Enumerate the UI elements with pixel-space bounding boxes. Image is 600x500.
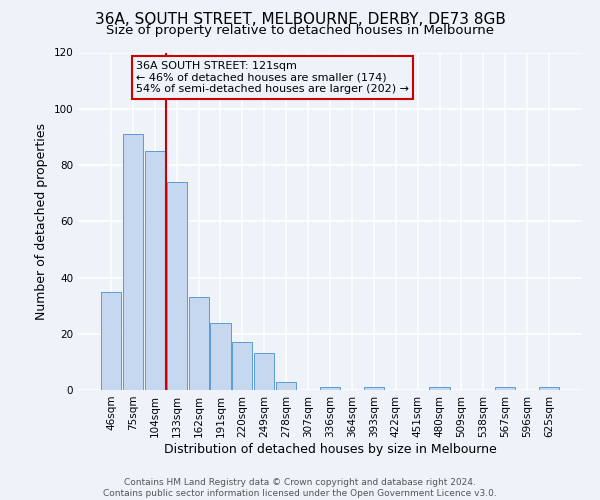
Bar	[254, 354, 274, 390]
Bar	[167, 182, 187, 390]
Bar	[364, 387, 384, 390]
Bar	[276, 382, 296, 390]
Bar	[232, 342, 253, 390]
Y-axis label: Number of detached properties: Number of detached properties	[35, 122, 48, 320]
Text: 36A SOUTH STREET: 121sqm
← 46% of detached houses are smaller (174)
54% of semi-: 36A SOUTH STREET: 121sqm ← 46% of detach…	[136, 61, 409, 94]
Bar	[188, 297, 209, 390]
Bar	[123, 134, 143, 390]
X-axis label: Distribution of detached houses by size in Melbourne: Distribution of detached houses by size …	[164, 442, 496, 456]
Bar	[430, 387, 449, 390]
Text: 36A, SOUTH STREET, MELBOURNE, DERBY, DE73 8GB: 36A, SOUTH STREET, MELBOURNE, DERBY, DE7…	[95, 12, 505, 28]
Bar	[320, 387, 340, 390]
Bar	[101, 292, 121, 390]
Bar	[539, 387, 559, 390]
Text: Contains HM Land Registry data © Crown copyright and database right 2024.
Contai: Contains HM Land Registry data © Crown c…	[103, 478, 497, 498]
Bar	[211, 322, 230, 390]
Bar	[495, 387, 515, 390]
Bar	[145, 151, 165, 390]
Text: Size of property relative to detached houses in Melbourne: Size of property relative to detached ho…	[106, 24, 494, 37]
